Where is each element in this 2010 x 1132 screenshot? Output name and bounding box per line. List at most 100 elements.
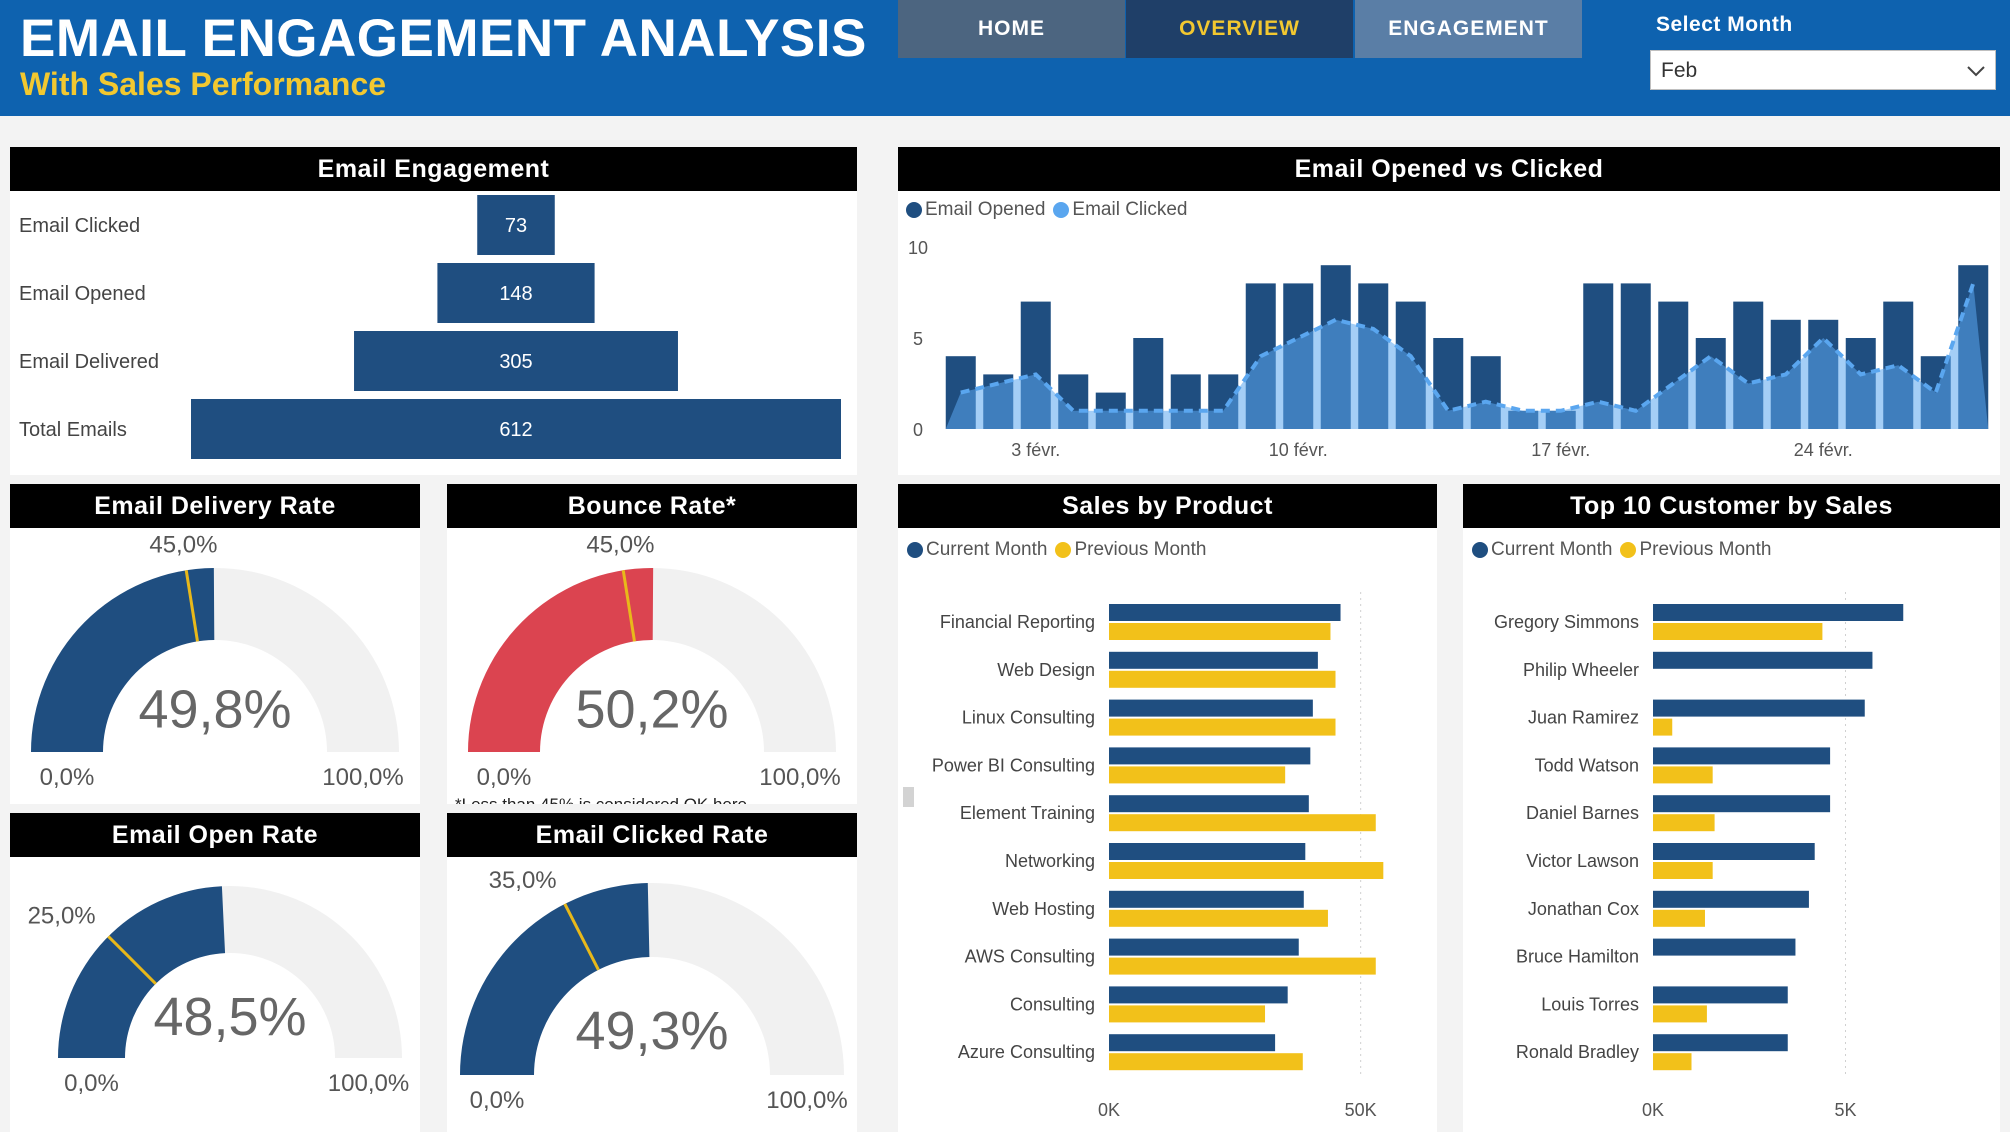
category-label: Web Hosting	[992, 899, 1095, 919]
legend-item-previous[interactable]: Previous Month	[1620, 539, 1771, 561]
x-tick-label: 17 févr.	[1531, 440, 1590, 460]
category-label: Web Design	[997, 660, 1095, 680]
clicked-line	[960, 282, 1976, 414]
category-label: Financial Reporting	[940, 612, 1095, 632]
current-month-bar	[1653, 795, 1831, 813]
gauge-target-marker	[563, 903, 600, 971]
current-month-bar	[1653, 747, 1831, 765]
previous-month-bar	[1653, 862, 1713, 879]
nav-engagement-button[interactable]: ENGAGEMENT	[1355, 0, 1582, 58]
category-label: Juan Ramirez	[1528, 708, 1639, 728]
previous-month-bar	[1109, 766, 1286, 784]
category-label: Consulting	[1010, 994, 1095, 1014]
header-bar: EMAIL ENGAGEMENT ANALYSIS With Sales Per…	[0, 0, 2010, 116]
gauge-value-label: 49,8%	[138, 679, 291, 739]
legend-item-opened[interactable]: Email Opened	[906, 199, 1045, 221]
current-month-bar	[1653, 651, 1873, 669]
current-month-bar	[1109, 651, 1318, 669]
opened-vs-clicked-chart: 0 5 10 3 févr. 10 févr. 17 févr. 24 févr.	[908, 238, 1989, 460]
y-tick-label: 5	[913, 329, 923, 349]
top-customers-title: Top 10 Customer by Sales	[1463, 484, 2000, 528]
legend-label-current: Current Month	[1491, 539, 1613, 560]
legend-item-clicked[interactable]: Email Clicked	[1053, 199, 1188, 221]
previous-month-bar	[1653, 1053, 1692, 1071]
gauge-target-label: 25,0%	[28, 903, 96, 930]
gauge-value-label: 50,2%	[575, 679, 728, 739]
funnel-bar	[437, 263, 595, 323]
current-month-bar	[1109, 604, 1341, 621]
gauge-value-arc	[468, 568, 654, 752]
opened-vs-clicked-panel: Email Opened vs Clicked Email Opened Ema…	[898, 147, 2000, 475]
category-label: Gregory Simmons	[1494, 612, 1639, 632]
funnel-value-label: 148	[499, 283, 532, 305]
month-select-label: Select Month	[1656, 13, 1793, 36]
scroll-handle[interactable]	[903, 787, 914, 807]
current-month-bar	[1109, 938, 1299, 956]
category-label: Louis Torres	[1541, 994, 1639, 1014]
gauge-min-label: 0,0%	[64, 1070, 119, 1097]
category-label: Bruce Hamilton	[1516, 947, 1639, 967]
legend-item-previous[interactable]: Previous Month	[1055, 539, 1206, 561]
email-engagement-panel: Email Engagement Email Clicked 73 Email Op…	[10, 147, 857, 475]
legend-item-current[interactable]: Current Month	[907, 539, 1047, 561]
previous-month-bar	[1653, 909, 1705, 927]
legend-label-current: Current Month	[926, 539, 1048, 560]
nav-overview-button[interactable]: OVERVIEW	[1126, 0, 1353, 58]
sales-by-product-title: Sales by Product	[898, 484, 1437, 528]
previous-month-bar	[1653, 1005, 1707, 1023]
circle-icon	[1472, 542, 1488, 558]
category-label: Element Training	[960, 803, 1095, 823]
month-select[interactable]: Feb	[1650, 50, 1996, 90]
funnel-category-label: Email Delivered	[19, 351, 159, 373]
category-label: Azure Consulting	[958, 1042, 1095, 1062]
current-month-bar	[1109, 699, 1313, 717]
x-tick-label: 10 févr.	[1269, 440, 1328, 460]
x-tick-label: 0K	[1098, 1100, 1120, 1120]
gauge-target-label: 45,0%	[586, 531, 654, 558]
y-tick-label: 10	[908, 238, 928, 258]
chevron-down-icon[interactable]	[1965, 60, 1987, 82]
category-label: Power BI Consulting	[932, 755, 1095, 775]
current-month-bar	[1109, 795, 1309, 813]
gauge-value-arc	[460, 883, 650, 1075]
bounce-rate-note: *Less than 45% is considered OK here	[455, 795, 747, 804]
legend-label-previous: Previous Month	[1074, 539, 1207, 560]
current-month-bar	[1653, 1034, 1788, 1052]
gauge-value-arc	[31, 568, 215, 752]
clicked-area	[945, 283, 1989, 429]
dashboard-title: EMAIL ENGAGEMENT ANALYSIS	[20, 9, 867, 68]
current-month-bar	[1653, 604, 1904, 621]
funnel-value-label: 73	[505, 215, 527, 237]
gauge-max-label: 100,0%	[766, 1087, 847, 1114]
legend-item-current[interactable]: Current Month	[1472, 539, 1612, 561]
delivery-rate-title: Email Delivery Rate	[10, 484, 420, 528]
gauge-target-marker	[107, 935, 157, 985]
gauge-value-arc	[57, 886, 226, 1058]
legend-label-previous: Previous Month	[1639, 539, 1772, 560]
previous-month-bar	[1109, 1053, 1303, 1071]
previous-month-bar	[1109, 814, 1376, 832]
top-customers-panel: Top 10 Customer by Sales Current Month P…	[1463, 484, 2000, 1132]
gauge-target-marker	[621, 570, 636, 642]
gauge-min-label: 0,0%	[470, 1087, 525, 1114]
gauge-max-label: 100,0%	[322, 764, 403, 791]
nav-home-button[interactable]: HOME	[898, 0, 1125, 58]
previous-month-bar	[1109, 718, 1336, 736]
funnel-value-label: 305	[499, 351, 532, 373]
previous-month-bar	[1109, 1005, 1266, 1023]
open-rate-title: Email Open Rate	[10, 813, 420, 857]
x-tick-label: 3 févr.	[1011, 440, 1060, 460]
opened-vs-clicked-legend: Email Opened Email Clicked	[906, 199, 1188, 221]
previous-month-bar	[1653, 623, 1823, 640]
gauge-max-label: 100,0%	[759, 764, 840, 791]
sales-by-product-panel: Sales by Product Current Month Previous …	[898, 484, 1437, 1132]
circle-icon	[1620, 542, 1637, 558]
funnel-category-label: Email Clicked	[19, 215, 140, 237]
previous-month-bar	[1653, 814, 1715, 832]
delivery-rate-gauge: 45,0% 49,8% 0,0% 100,0%	[31, 531, 404, 791]
x-tick-label: 50K	[1345, 1100, 1377, 1120]
y-tick-label: 0	[913, 420, 923, 440]
gauge-min-label: 0,0%	[40, 764, 95, 791]
current-month-bar	[1653, 986, 1788, 1004]
bounce-rate-panel: Bounce Rate* 45,0% 50,2% 0,0% 100,0% *Less t…	[447, 484, 857, 804]
